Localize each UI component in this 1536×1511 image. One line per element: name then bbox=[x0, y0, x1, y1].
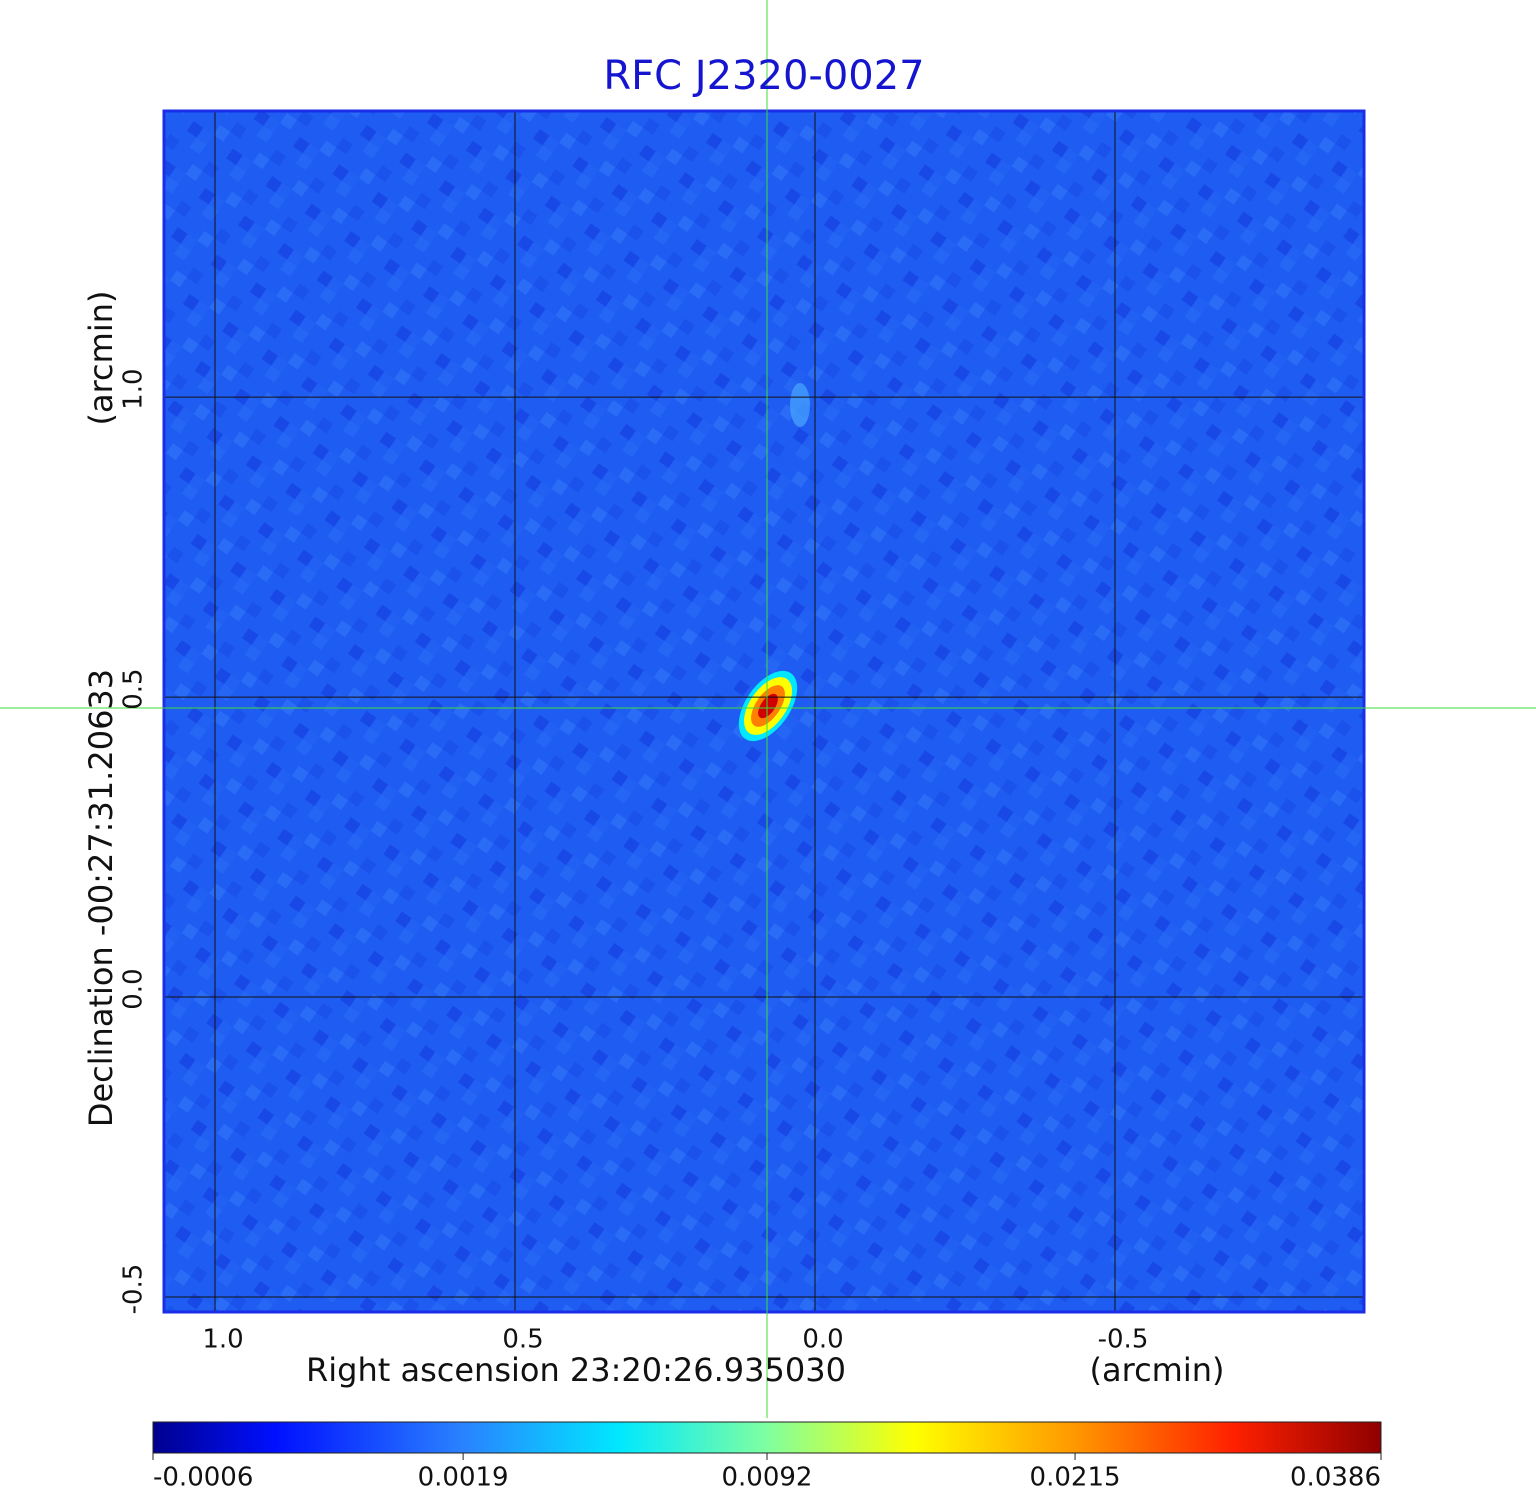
colorbar-tick-label: 0.0019 bbox=[418, 1463, 509, 1493]
colorbar-tick-label: -0.0006 bbox=[153, 1463, 253, 1493]
source bbox=[738, 670, 798, 742]
y-axis-label: Declination -00:27:31.20633 bbox=[82, 669, 120, 1127]
y-tick-label: 0.5 bbox=[119, 668, 149, 709]
x-tick-label: 0.5 bbox=[502, 1325, 543, 1355]
x-tick-label: 0.0 bbox=[802, 1325, 843, 1355]
x-tick-label: -0.5 bbox=[1098, 1325, 1149, 1355]
y-axis-unit: (arcmin) bbox=[82, 291, 120, 426]
colorbar-tick-label: 0.0092 bbox=[722, 1463, 813, 1493]
y-tick-label: 1.0 bbox=[119, 368, 149, 409]
y-tick-label: -0.5 bbox=[119, 1264, 149, 1315]
colorbar bbox=[152, 1421, 1382, 1454]
feature bbox=[790, 383, 810, 427]
plot-border bbox=[162, 109, 1366, 1314]
x-axis-label: Right ascension 23:20:26.935030 bbox=[306, 1351, 846, 1389]
colorbar-tick-label: 0.0386 bbox=[1290, 1463, 1381, 1493]
x-tick-label: 1.0 bbox=[202, 1325, 243, 1355]
chart-title: RFC J2320-0027 bbox=[603, 53, 924, 99]
x-axis-unit: (arcmin) bbox=[1090, 1351, 1225, 1389]
y-tick-label: 0.0 bbox=[119, 968, 149, 1009]
colorbar-tick-label: 0.0215 bbox=[1030, 1463, 1121, 1493]
